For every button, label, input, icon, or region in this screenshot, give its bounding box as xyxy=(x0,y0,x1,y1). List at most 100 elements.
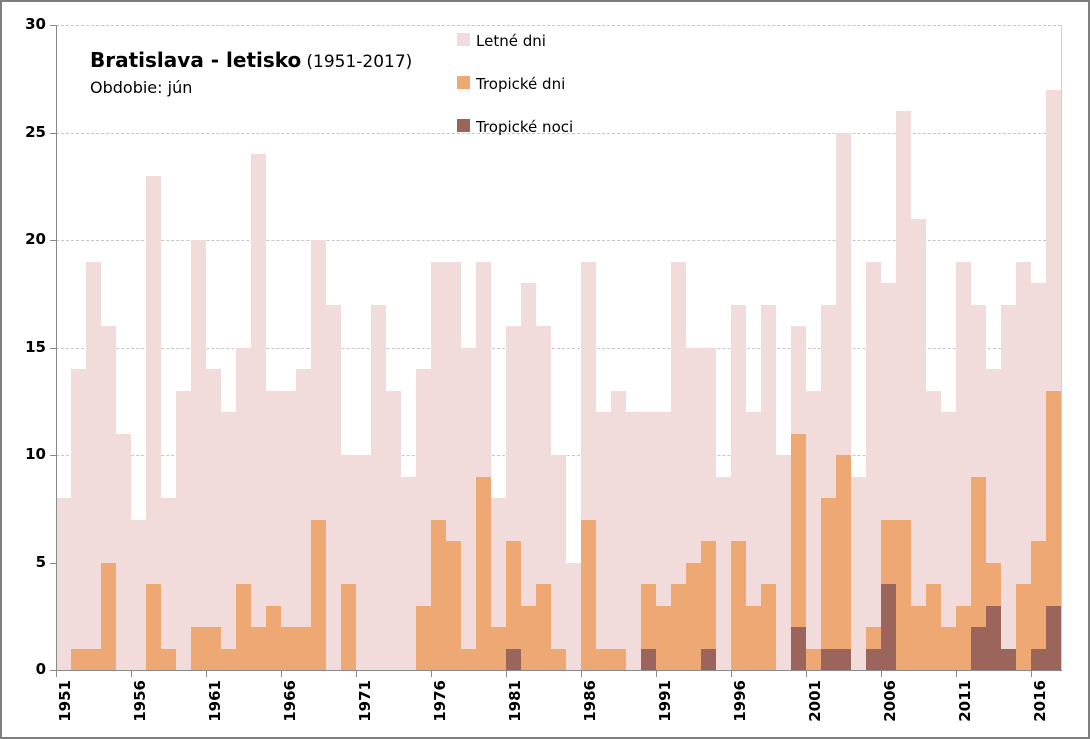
chart-subtitle: Obdobie: jún xyxy=(90,78,193,97)
y-tick-label-0: 0 xyxy=(35,660,46,678)
x-tick-1951 xyxy=(56,671,57,677)
y-tick-15 xyxy=(50,347,56,349)
bar-tropick-dni-1997 xyxy=(746,605,761,670)
bar-letn-dni-1955 xyxy=(116,433,131,670)
bar-tropick-noci-2006 xyxy=(881,584,896,670)
bar-tropick-dni-2000 xyxy=(791,433,806,670)
x-tick-label-2006: 2006 xyxy=(881,680,899,722)
x-tick-2006 xyxy=(881,671,882,677)
x-tick-label-1986: 1986 xyxy=(581,680,599,722)
bar-tropick-dni-1979 xyxy=(476,476,491,670)
x-tick-1986 xyxy=(581,671,582,677)
x-tick-label-1976: 1976 xyxy=(431,680,449,722)
legend-swatch-icon xyxy=(457,119,470,132)
bar-letn-dni-1953 xyxy=(86,261,101,670)
x-tick-1976 xyxy=(431,671,432,677)
y-tick-label-20: 20 xyxy=(25,230,46,248)
bar-letn-dni-2011 xyxy=(956,261,971,670)
bar-letn-dni-1956 xyxy=(131,519,146,670)
x-tick-label-2016: 2016 xyxy=(1031,680,1049,722)
bar-letn-dni-2015 xyxy=(1016,261,1031,670)
bar-tropick-noci-1994 xyxy=(701,648,716,670)
x-tick-label-1991: 1991 xyxy=(656,680,674,722)
bar-letn-dni-2005 xyxy=(866,261,881,670)
x-tick-label-1996: 1996 xyxy=(731,680,749,722)
bar-tropick-dni-1964 xyxy=(251,627,266,670)
bar-tropick-dni-1977 xyxy=(446,541,461,670)
bar-letn-dni-2001 xyxy=(806,390,821,670)
x-tick-1996 xyxy=(731,671,732,677)
bar-tropick-dni-1965 xyxy=(266,605,281,670)
bar-letn-dni-1988 xyxy=(611,390,626,670)
y-axis xyxy=(56,25,57,671)
x-tick-1971 xyxy=(356,671,357,677)
bar-tropick-dni-2011 xyxy=(956,605,971,670)
bar-letn-dni-1952 xyxy=(71,369,86,670)
bar-tropick-dni-1970 xyxy=(341,584,356,670)
bar-letn-dni-1971 xyxy=(356,455,371,670)
y-tick-label-25: 25 xyxy=(25,122,46,141)
bar-letn-dni-1974 xyxy=(401,476,416,670)
plot-area xyxy=(56,25,1061,670)
bar-letn-dni-1989 xyxy=(626,412,641,670)
bar-tropick-noci-2002 xyxy=(821,648,836,670)
bar-letn-dni-1959 xyxy=(176,390,191,670)
bar-tropick-dni-1986 xyxy=(581,519,596,670)
bar-tropick-dni-1994 xyxy=(701,541,716,670)
legend-label: Tropické noci xyxy=(476,118,574,136)
bar-letn-dni-1960 xyxy=(191,240,206,670)
bar-tropick-dni-1991 xyxy=(656,605,671,670)
bar-tropick-dni-1952 xyxy=(71,648,86,670)
bar-letn-dni-1964 xyxy=(251,154,266,670)
chart-title: Bratislava - letisko xyxy=(90,48,302,72)
bar-tropick-dni-1975 xyxy=(416,605,431,670)
x-tick-label-1981: 1981 xyxy=(506,680,524,722)
chart-title-range: (1951-2017) xyxy=(306,52,413,72)
bar-letn-dni-1975 xyxy=(416,369,431,670)
bar-tropick-dni-1988 xyxy=(611,648,626,670)
bar-letn-dni-1978 xyxy=(461,347,476,670)
bar-tropick-dni-2001 xyxy=(806,648,821,670)
bar-letn-dni-1999 xyxy=(776,455,791,670)
y-tick-5 xyxy=(50,562,56,564)
y-tick-0 xyxy=(50,670,56,671)
bar-letn-dni-1992 xyxy=(671,261,686,670)
bar-tropick-noci-2016 xyxy=(1031,648,1046,670)
bar-tropick-dni-1980 xyxy=(491,627,506,670)
bar-tropick-dni-1982 xyxy=(521,605,536,670)
bar-tropick-dni-1953 xyxy=(86,648,101,670)
plot-right-border xyxy=(1061,25,1062,670)
bar-tropick-dni-2009 xyxy=(926,584,941,670)
legend-label: Letné dni xyxy=(476,32,546,50)
x-tick-1991 xyxy=(656,671,657,677)
bar-letn-dni-2004 xyxy=(851,476,866,670)
bar-letn-dni-1966 xyxy=(281,390,296,670)
y-tick-10 xyxy=(50,455,56,456)
chart-title-block: Bratislava - letisko (1951-2017) Obdobie… xyxy=(90,48,412,97)
bar-tropick-dni-1966 xyxy=(281,627,296,670)
bar-tropick-noci-2012 xyxy=(971,627,986,670)
bar-tropick-dni-2007 xyxy=(896,519,911,670)
x-tick-1956 xyxy=(131,671,132,677)
legend-swatch-icon xyxy=(457,76,470,89)
bar-tropick-dni-2016 xyxy=(1031,541,1046,670)
y-tick-label-10: 10 xyxy=(25,445,46,463)
bar-tropick-dni-2003 xyxy=(836,455,851,670)
x-tick-label-1961: 1961 xyxy=(206,680,224,722)
bar-tropick-dni-1998 xyxy=(761,584,776,670)
bar-letn-dni-2010 xyxy=(941,412,956,670)
bar-tropick-dni-1993 xyxy=(686,562,701,670)
y-tick-30 xyxy=(50,25,56,26)
bar-letn-dni-1995 xyxy=(716,476,731,670)
bar-tropick-dni-1987 xyxy=(596,648,611,670)
bar-tropick-dni-1954 xyxy=(101,562,116,670)
bar-letn-dni-1965 xyxy=(266,390,281,670)
y-tick-label-15: 15 xyxy=(25,337,46,356)
legend-label: Tropické dni xyxy=(476,75,566,93)
x-axis xyxy=(56,670,1062,671)
bar-tropick-noci-1990 xyxy=(641,648,656,670)
bar-tropick-dni-1968 xyxy=(311,519,326,670)
bar-letn-dni-1972 xyxy=(371,304,386,670)
bar-letn-dni-2014 xyxy=(1001,304,1016,670)
bar-tropick-noci-2000 xyxy=(791,627,806,670)
